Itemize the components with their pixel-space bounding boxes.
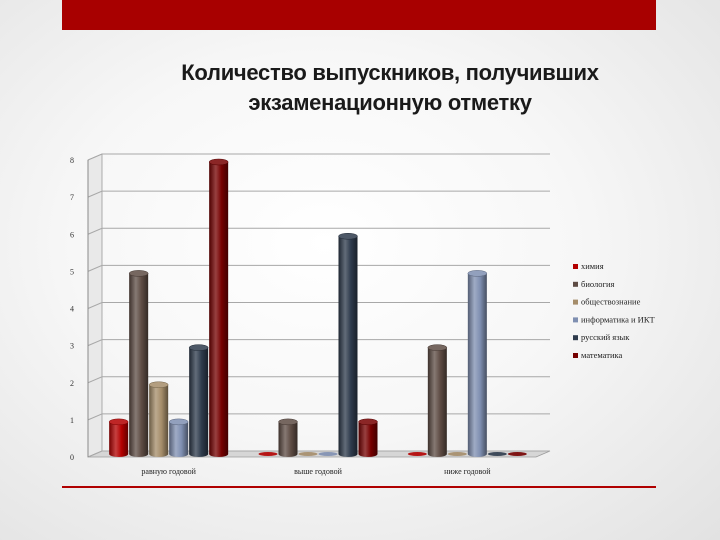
x-category-label: выше годовой (294, 467, 343, 476)
bar (108, 418, 129, 457)
y-tick-label: 4 (70, 305, 74, 314)
legend-item: химия (573, 261, 604, 271)
bar (487, 452, 507, 456)
bar (407, 452, 427, 456)
y-tick-label: 7 (70, 193, 74, 202)
gridline (87, 339, 550, 347)
legend-label: химия (581, 261, 604, 271)
gridline (87, 450, 550, 458)
x-category-label: равную годовой (141, 467, 196, 476)
gridline (87, 264, 550, 272)
legend-item: русский язык (573, 332, 630, 342)
legend-swatch (573, 317, 578, 323)
legend: химия биология обществознание информатика и… (573, 261, 655, 360)
bar (507, 452, 527, 456)
bar (427, 344, 448, 458)
title-line-1: Количество выпускников, получивших (181, 60, 599, 85)
legend-item: обществознание (573, 297, 641, 307)
gridline (87, 376, 550, 384)
y-tick-label: 8 (70, 156, 74, 165)
bar (318, 452, 338, 456)
legend-label: биология (581, 279, 615, 289)
bar (338, 233, 358, 458)
gridline (87, 153, 550, 161)
legend-swatch (573, 264, 578, 269)
legend-label: математика (581, 350, 622, 360)
legend-item: биология (573, 279, 615, 289)
legend-swatch (573, 299, 578, 305)
bar (128, 270, 149, 458)
bar (467, 270, 488, 458)
bar (168, 418, 189, 458)
bar (258, 452, 278, 456)
page-title: Количество выпускников, получивших экзам… (110, 58, 670, 118)
legend-swatch (573, 281, 578, 287)
bar (148, 381, 169, 458)
x-category-label: ниже годовой (444, 467, 491, 476)
y-tick-label: 6 (70, 230, 74, 239)
title-line-2: экзаменационную отметку (248, 90, 532, 115)
gridline (87, 227, 550, 235)
y-tick-label: 0 (70, 453, 74, 462)
legend-label: русский язык (581, 332, 630, 342)
gridline (87, 302, 550, 309)
y-tick-label: 3 (70, 342, 74, 351)
x-axis-categories: равную годовой выше годовой ниже годовой (141, 467, 491, 476)
legend-item: информатика и ИКТ (573, 314, 655, 324)
bar (447, 452, 467, 456)
gridline (87, 190, 550, 198)
legend-item: математика (573, 350, 622, 360)
bar (188, 344, 209, 458)
legend-swatch (573, 353, 578, 358)
bottom-divider (62, 486, 656, 488)
gridlines (87, 153, 550, 458)
y-tick-label: 2 (70, 379, 74, 388)
gridline (87, 413, 550, 421)
legend-label: информатика и ИКТ (581, 314, 655, 324)
bar (208, 158, 229, 458)
y-axis-ticks: 0 1 2 3 4 5 6 7 8 (70, 156, 74, 462)
bars (108, 158, 527, 458)
y-tick-label: 1 (70, 416, 74, 425)
y-tick-label: 5 (70, 267, 74, 276)
bar (298, 452, 318, 456)
bar (278, 418, 298, 458)
legend-label: обществознание (581, 297, 641, 307)
top-accent-band (62, 0, 656, 30)
legend-swatch (573, 335, 578, 341)
bar (358, 418, 378, 458)
